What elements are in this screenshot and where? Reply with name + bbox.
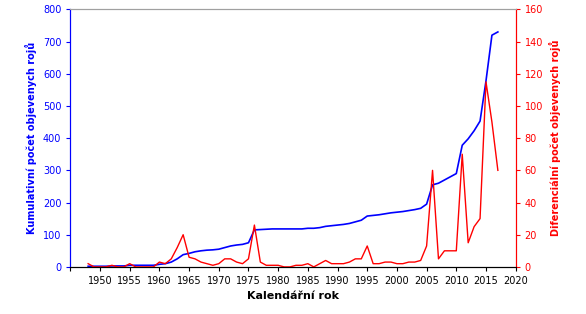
Y-axis label: Diferenciální počet objevenych rojů: Diferenciální počet objevenych rojů bbox=[548, 40, 561, 236]
Y-axis label: Kumulativní počet objevenych rojů: Kumulativní počet objevenych rojů bbox=[25, 42, 38, 234]
X-axis label: Kalendářní rok: Kalendářní rok bbox=[247, 291, 339, 301]
